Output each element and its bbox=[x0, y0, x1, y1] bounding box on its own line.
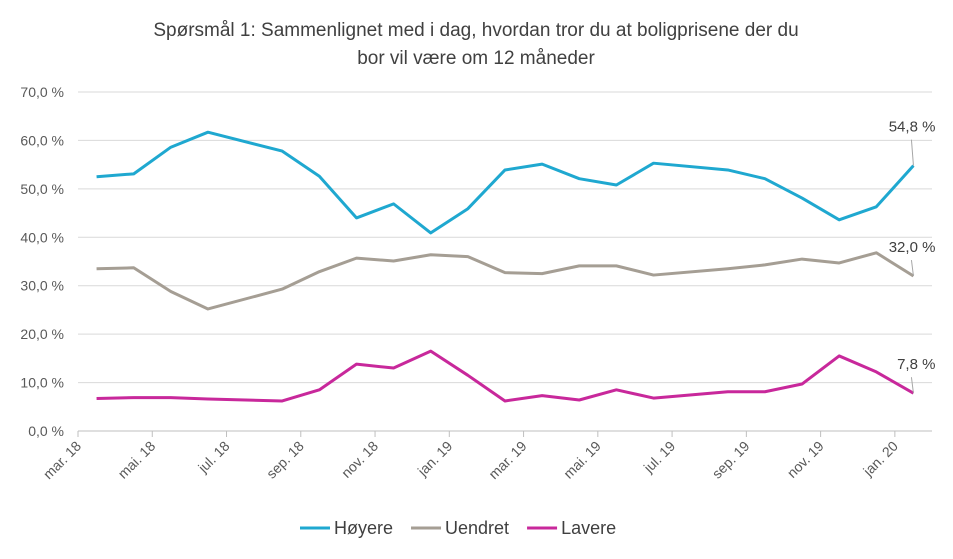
x-tick-label: mai. 19 bbox=[560, 438, 604, 482]
x-tick-label: sep. 19 bbox=[709, 438, 753, 482]
x-tick-label: jan. 20 bbox=[859, 438, 901, 480]
x-tick-label: mai. 18 bbox=[115, 438, 159, 482]
x-tick-label: mar. 18 bbox=[40, 438, 84, 482]
y-tick-label: 70,0 % bbox=[20, 84, 64, 100]
x-tick-label: sep. 18 bbox=[263, 438, 307, 482]
y-tick-label: 50,0 % bbox=[20, 181, 64, 197]
legend-label: Høyere bbox=[334, 518, 393, 538]
x-tick-label: nov. 18 bbox=[338, 438, 381, 481]
y-tick-label: 20,0 % bbox=[20, 326, 64, 342]
data-label: 7,8 % bbox=[897, 356, 935, 373]
legend-label: Uendret bbox=[445, 518, 509, 538]
chart-title: Spørsmål 1: Sammenlignet med i dag, hvor… bbox=[153, 20, 798, 41]
y-tick-label: 0,0 % bbox=[28, 423, 64, 439]
x-tick-label: jan. 19 bbox=[414, 438, 456, 480]
chart-title: bor vil være om 12 måneder bbox=[357, 48, 595, 69]
annotation-leader bbox=[910, 139, 914, 166]
series-line bbox=[96, 251, 915, 311]
legend-label: Lavere bbox=[561, 518, 616, 538]
series-line bbox=[96, 349, 915, 403]
x-tick-label: nov. 19 bbox=[784, 438, 827, 481]
y-tick-label: 30,0 % bbox=[20, 278, 64, 294]
y-tick-label: 10,0 % bbox=[20, 375, 64, 391]
series-line bbox=[96, 130, 915, 235]
x-tick-label: mar. 19 bbox=[485, 438, 529, 482]
annotation-leader bbox=[910, 259, 914, 277]
data-label: 32,0 % bbox=[889, 239, 936, 256]
annotation-leader bbox=[910, 377, 914, 394]
y-tick-label: 60,0 % bbox=[20, 132, 64, 148]
data-label: 54,8 % bbox=[889, 119, 936, 136]
x-tick-label: jul. 18 bbox=[194, 438, 233, 477]
y-tick-label: 40,0 % bbox=[20, 229, 64, 245]
x-tick-label: jul. 19 bbox=[640, 438, 679, 477]
